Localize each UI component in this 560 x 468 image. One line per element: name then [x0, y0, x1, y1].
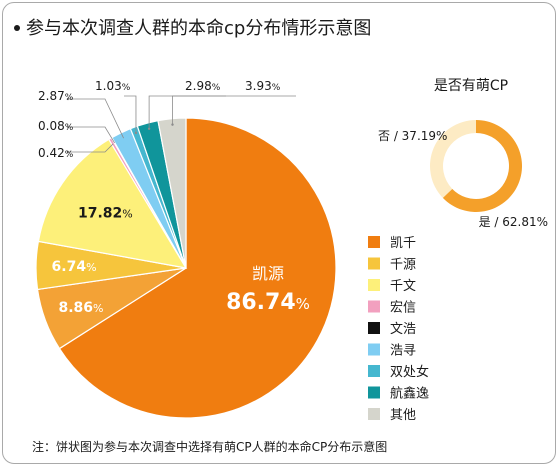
leader-dot-8 [147, 127, 151, 131]
legend-label-8: 其他 [390, 408, 416, 423]
legend-swatch-2 [368, 279, 380, 291]
legend-label-0: 凯千 [390, 236, 416, 251]
legend-label-4: 文浩 [390, 322, 416, 337]
legend-label-1: 千源 [390, 258, 416, 273]
legend-swatch-5 [368, 343, 380, 356]
pie-slice-9 [157, 117, 187, 269]
bullet-icon [14, 24, 20, 31]
legend-swatch-7 [368, 386, 380, 399]
donut-slice-1 [429, 120, 476, 198]
legend-swatch-4 [368, 322, 380, 334]
slice-label-9: 3.93% [245, 79, 281, 93]
slice-label-5: 0.08% [38, 119, 74, 133]
legend-swatch-8 [368, 408, 380, 420]
legend-label-5: 浩寻 [390, 344, 416, 359]
donut-title: 是否有萌CP [434, 78, 508, 94]
footnote: 注：饼状图为参与本次调查中选择有萌CP人群的本命CP分布示意图 [32, 440, 388, 454]
slice-label-0: 86.74% [226, 290, 310, 315]
slice-label-1: 8.86% [58, 300, 103, 316]
legend-label-6: 双处女 [390, 364, 429, 380]
center-series-label: 凯源 [252, 264, 284, 283]
legend-swatch-6 [368, 365, 380, 377]
leader-line-5 [68, 126, 115, 144]
slice-label-7: 1.03% [95, 79, 131, 93]
legend-label-3: 宏信 [390, 301, 416, 316]
pie-slice-0 [58, 117, 337, 419]
pie-slice-3 [37, 138, 188, 269]
slice-label-4: 0.42% [38, 146, 74, 160]
slice-label-2: 6.74% [52, 259, 97, 275]
chart-title-text: 参与本次调查人群的本命cp分布情形示意图 [26, 18, 372, 39]
legend-swatch-3 [368, 300, 380, 313]
leader-dot-7 [134, 131, 138, 135]
chart-title: 参与本次调查人群的本命cp分布情形示意图 [14, 14, 371, 40]
donut-slice-0 [442, 120, 522, 212]
leader-line-7 [124, 95, 137, 133]
leader-dot-6 [66, 97, 70, 101]
legend-label-2: 千文 [390, 279, 416, 294]
leader-dot-5 [66, 125, 70, 129]
slice-label-3: 17.82% [78, 205, 133, 221]
legend-swatch-1 [368, 257, 380, 270]
legend-swatch-0 [368, 236, 380, 248]
leader-dot-9 [171, 123, 174, 126]
leader-line-4 [68, 143, 114, 153]
leader-dot-4 [66, 150, 70, 154]
slice-label-6: 2.87% [38, 89, 74, 103]
leader-line-6 [68, 98, 124, 139]
legend-label-7: 航鑫逸 [390, 386, 429, 402]
donut-label-1: 否 / 37.19% [378, 129, 447, 143]
slice-label-8: 2.98% [185, 79, 221, 93]
donut-label-0: 是 / 62.81% [479, 215, 548, 229]
leader-line-9 [172, 95, 296, 125]
